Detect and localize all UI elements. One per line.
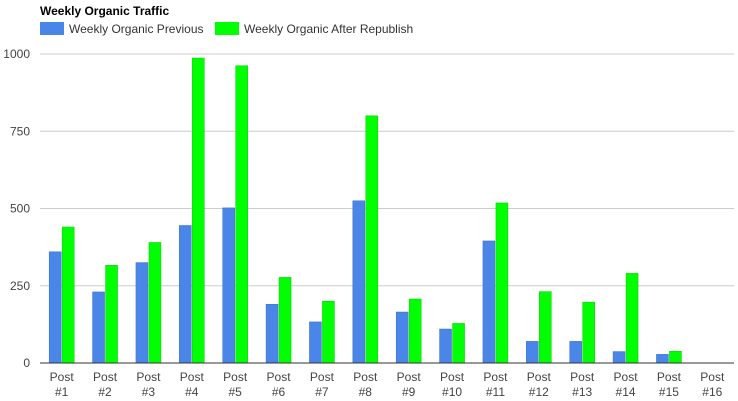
bar-previous-12 [526,341,539,364]
bar-after-7 [322,300,335,364]
x-tick-label: Post #13 [570,370,595,399]
y-tick-label: 500 [10,202,30,216]
bar-after-5 [235,65,248,364]
bar-previous-9 [395,311,409,364]
bar-after-6 [278,277,292,364]
y-tick-label: 1000 [3,47,30,61]
y-tick-label: 250 [10,279,30,293]
legend: Weekly Organic Previous Weekly Organic A… [40,22,413,36]
bar-previous-10 [439,328,452,364]
x-tick-label: Post #3 [136,370,161,399]
x-tick-label: Post #2 [93,370,118,399]
y-tick-label: 750 [10,124,30,138]
bar-after-10 [452,323,465,364]
x-tick-label: Post #10 [440,370,465,399]
bar-previous-14 [612,351,626,364]
bar-previous-7 [309,321,322,364]
bar-previous-1 [48,251,62,364]
x-tick-label: Post #15 [657,370,682,399]
x-tick-label: Post #8 [353,370,378,399]
bar-after-9 [408,298,422,364]
bar-previous-15 [656,354,669,364]
bar-after-15 [669,351,682,364]
bar-previous-8 [352,200,366,364]
bar-after-1 [61,226,75,364]
x-tick-label: Post #1 [50,370,75,399]
x-tick-label: Post #7 [310,370,335,399]
y-tick-label: 0 [23,356,30,370]
gridlines [40,53,734,287]
x-tick-label: Post #12 [527,370,552,399]
x-tick-label: Post #9 [397,370,422,399]
bar-previous-6 [265,304,279,364]
bar-after-13 [582,301,595,364]
bar-after-4 [192,57,205,364]
bar-after-8 [365,115,379,364]
legend-label-after: Weekly Organic After Republish [244,22,413,36]
bar-previous-4 [179,225,192,364]
bar-after-11 [495,202,509,364]
legend-swatch-previous [40,22,64,35]
bar-previous-11 [482,240,496,364]
x-tick-label: Post #11 [483,370,508,399]
chart-title: Weekly Organic Traffic [40,4,169,18]
bar-after-14 [625,273,639,364]
x-tick-label: Post #6 [267,370,292,399]
bar-previous-5 [222,207,235,364]
x-axis-ticks: Post #1 Post #2 Post #3 Post #4 Post #5 Post #6 Post… [50,370,725,399]
legend-swatch-after [215,22,239,35]
x-tick-label: Post #4 [180,370,205,399]
x-tick-label: Post #16 [700,370,725,399]
bar-previous-3 [135,262,149,364]
bar-after-2 [105,265,118,364]
y-axis-ticks: 0 250 500 750 1000 [3,47,30,370]
legend-label-previous: Weekly Organic Previous [69,22,204,36]
x-tick-label: Post #5 [223,370,248,399]
bar-after-3 [148,242,162,364]
bar-previous-2 [92,291,105,364]
bar-after-12 [539,291,552,364]
x-tick-label: Post #14 [614,370,639,399]
bar-previous-13 [569,341,582,364]
bars [48,57,682,364]
